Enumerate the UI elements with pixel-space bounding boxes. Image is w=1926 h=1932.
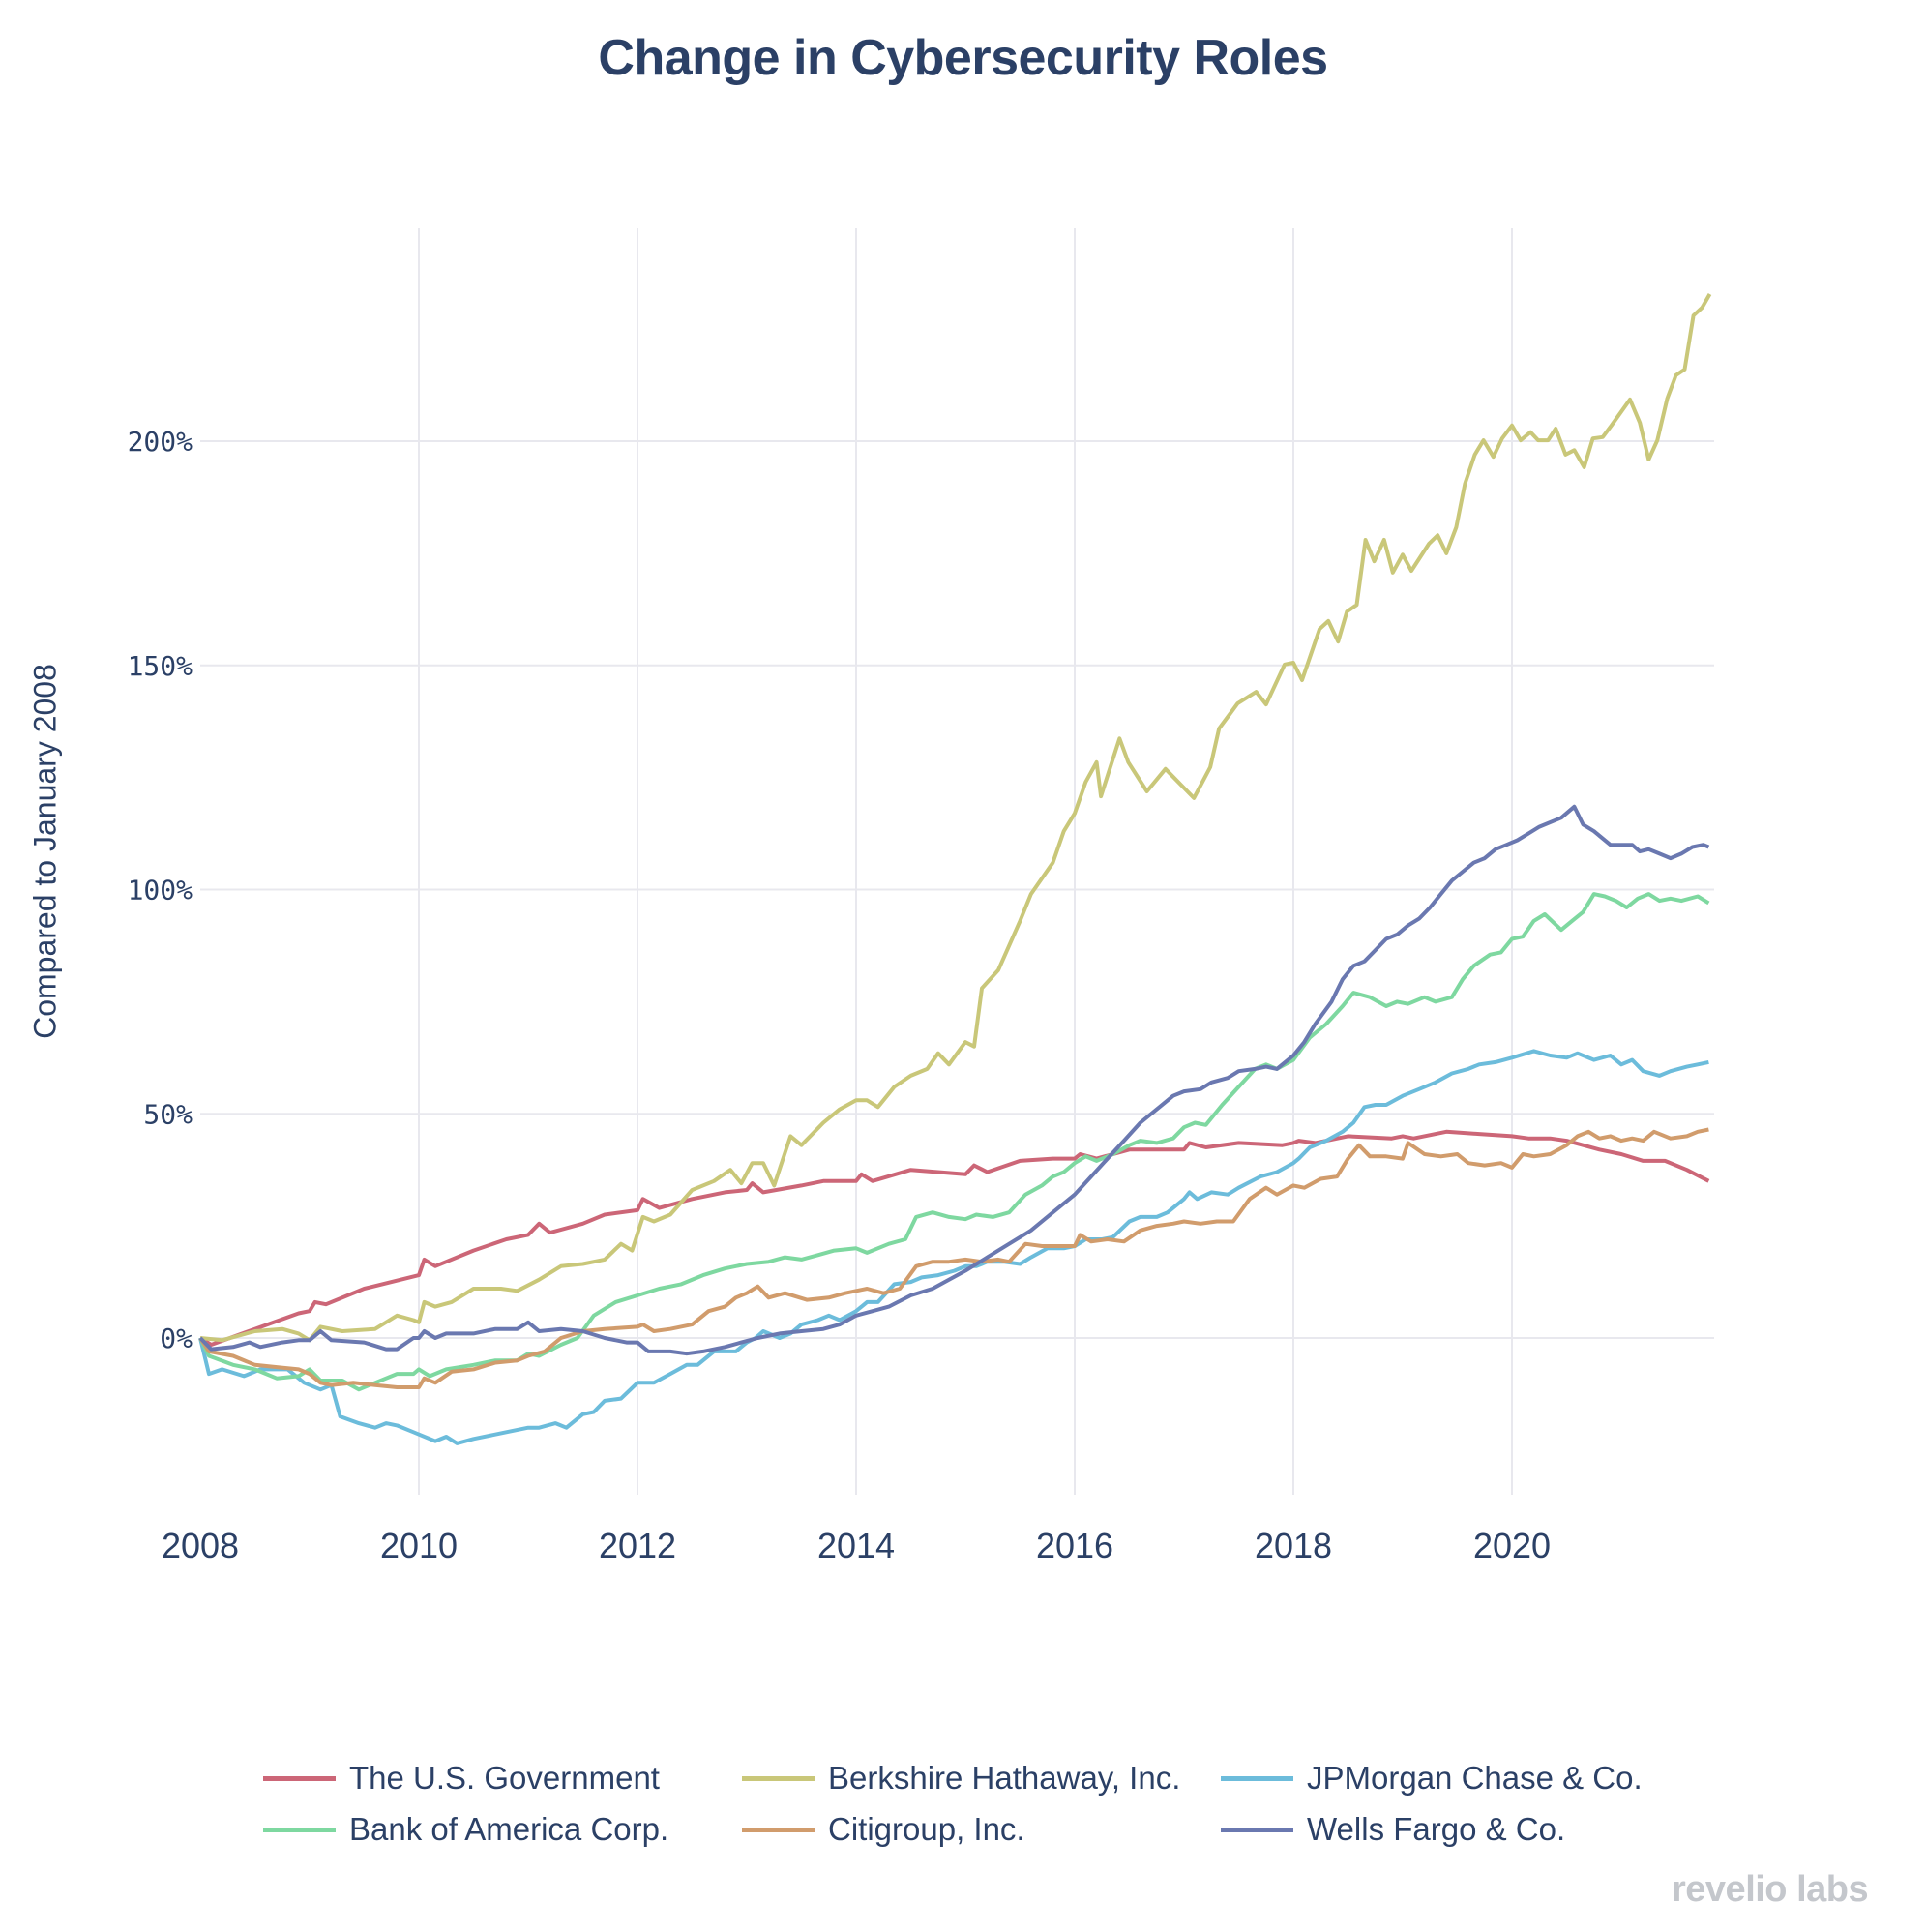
legend-label: Bank of America Corp. (349, 1811, 669, 1847)
y-tick-label: 150% (128, 650, 193, 682)
series-line-the-u-s-government (198, 1129, 1710, 1347)
x-tick-label: 2018 (1255, 1526, 1332, 1565)
x-tick-label: 2008 (162, 1526, 239, 1565)
revelio-labs-logo: revelio labs (1672, 1869, 1869, 1910)
y-axis-ticks: 0% 50% 100% 150% 200% (128, 426, 193, 1354)
legend-swatch (742, 1775, 815, 1781)
legend-label: Berkshire Hathaway, Inc. (828, 1760, 1181, 1796)
legend-item[interactable]: JPMorgan Chase & Co. (1221, 1755, 1643, 1801)
legend-item[interactable]: Berkshire Hathaway, Inc. (742, 1755, 1180, 1801)
legend-swatch (742, 1827, 815, 1832)
series-line-wells-fargo-co (198, 804, 1710, 1356)
legend-item[interactable]: Bank of America Corp. (263, 1806, 668, 1853)
y-tick-label: 50% (143, 1098, 193, 1130)
x-tick-label: 2010 (380, 1526, 458, 1565)
x-tick-label: 2020 (1473, 1526, 1551, 1565)
x-tick-label: 2016 (1036, 1526, 1113, 1565)
series-line-jpmorgan-chase-co (198, 1049, 1709, 1445)
series-line-citigroup-inc (198, 1127, 1709, 1389)
gridlines (200, 228, 1714, 1495)
legend-item[interactable]: Wells Fargo & Co. (1221, 1806, 1565, 1853)
x-tick-label: 2012 (599, 1526, 676, 1565)
legend-swatch (1221, 1827, 1293, 1832)
y-tick-label: 200% (128, 426, 193, 458)
legend-label: The U.S. Government (349, 1760, 660, 1796)
legend-swatch (263, 1775, 336, 1781)
legend-label: Citigroup, Inc. (828, 1811, 1025, 1847)
legend-item[interactable]: The U.S. Government (263, 1755, 660, 1801)
y-tick-label: 0% (160, 1323, 193, 1354)
legend-item[interactable]: Citigroup, Inc. (742, 1806, 1025, 1853)
legend-label: JPMorgan Chase & Co. (1307, 1760, 1643, 1796)
series-line-bank-of-america-corp (198, 892, 1710, 1392)
x-tick-label: 2014 (817, 1526, 895, 1565)
x-axis-ticks: 2008 2010 2012 2014 2016 2018 2020 (162, 1526, 1551, 1565)
chart-title: Change in Cybersecurity Roles (598, 30, 1328, 86)
y-tick-label: 100% (128, 875, 193, 907)
legend-swatch (263, 1827, 336, 1832)
series-lines (198, 293, 1712, 1445)
legend-label: Wells Fargo & Co. (1307, 1811, 1566, 1847)
legend-swatch (1221, 1775, 1293, 1781)
series-line-berkshire-hathaway-inc (199, 293, 1712, 1343)
